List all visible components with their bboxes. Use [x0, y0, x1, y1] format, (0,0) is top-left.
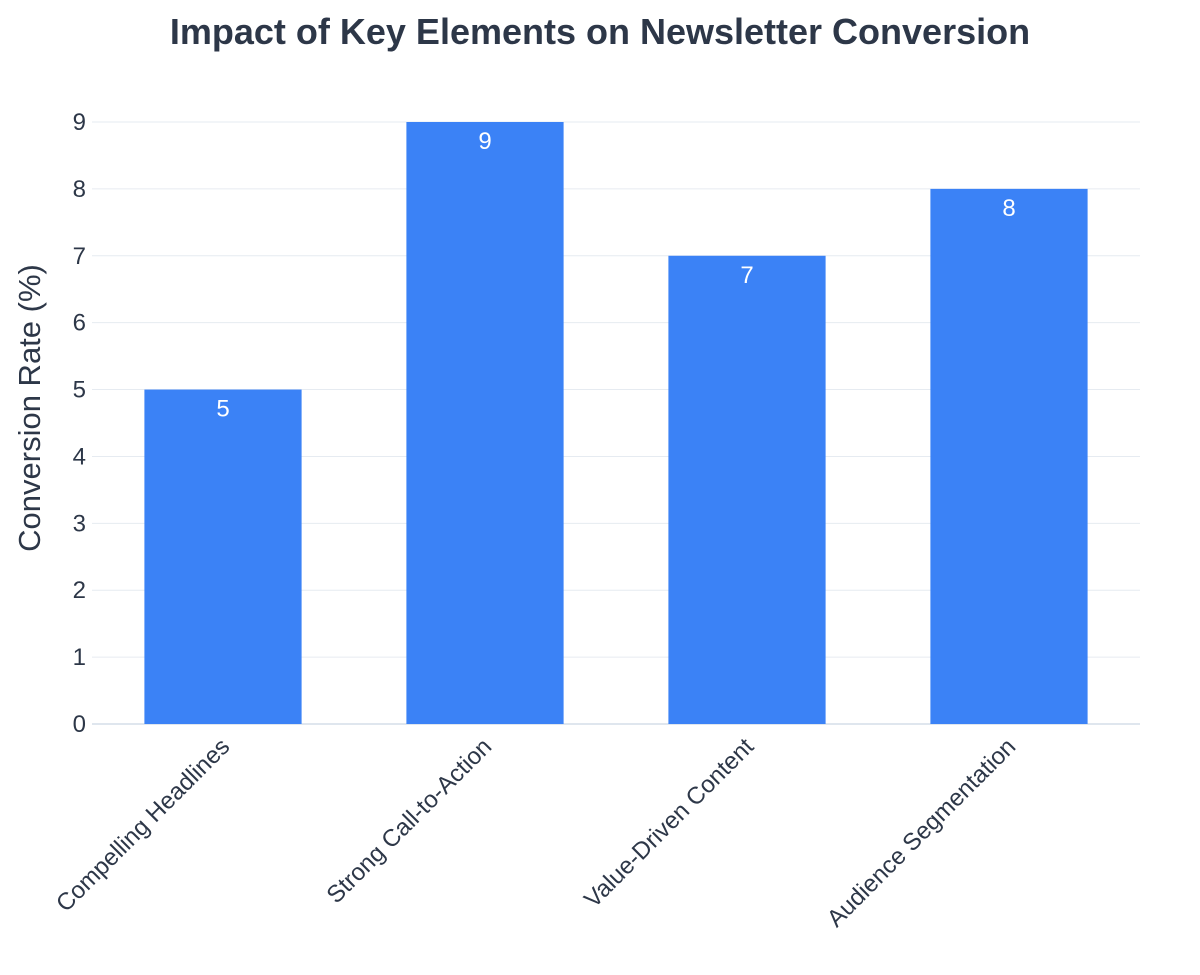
data-label: 9 [478, 128, 491, 155]
x-tick-label: Value-Driven Content [579, 733, 759, 913]
x-tick-label: Compelling Headlines [51, 733, 235, 917]
y-axis-ticks: 0 1 2 3 4 5 6 7 8 9 [73, 109, 86, 738]
y-tick-label: 6 [73, 310, 86, 337]
bar [406, 122, 564, 724]
y-tick-label: 7 [73, 243, 86, 270]
y-tick-label: 5 [73, 377, 86, 404]
data-labels: 5 9 7 8 [216, 128, 1015, 423]
y-tick-label: 2 [73, 577, 86, 604]
bar [144, 389, 302, 724]
bar [668, 255, 826, 724]
x-axis-ticks: Compelling Headlines Strong Call-to-Actio… [51, 733, 1021, 933]
bars [144, 122, 1088, 724]
y-tick-label: 4 [73, 443, 86, 470]
y-tick-label: 9 [73, 109, 86, 136]
y-tick-label: 1 [73, 644, 86, 671]
x-tick-label: Strong Call-to-Action [322, 733, 498, 909]
bar [930, 188, 1088, 724]
y-tick-label: 8 [73, 176, 86, 203]
x-tick-label: Audience Segmentation [822, 733, 1021, 932]
y-tick-label: 3 [73, 510, 86, 537]
y-axis-title: Conversion Rate (%) [12, 264, 47, 552]
y-tick-label: 0 [73, 711, 86, 738]
chart-title: Impact of Key Elements on Newsletter Con… [170, 11, 1030, 52]
data-label: 7 [740, 262, 753, 289]
data-label: 8 [1002, 195, 1015, 222]
data-label: 5 [216, 396, 229, 423]
